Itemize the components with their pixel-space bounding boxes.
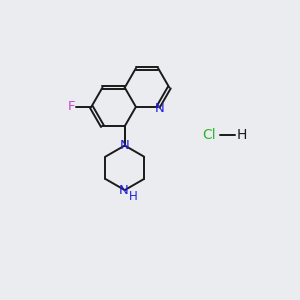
Text: F: F (68, 100, 76, 113)
Text: N: N (120, 139, 130, 152)
Text: H: H (237, 128, 247, 142)
Text: H: H (129, 190, 138, 203)
Text: N: N (155, 102, 164, 115)
Text: N: N (118, 184, 128, 196)
Text: Cl: Cl (202, 128, 216, 142)
